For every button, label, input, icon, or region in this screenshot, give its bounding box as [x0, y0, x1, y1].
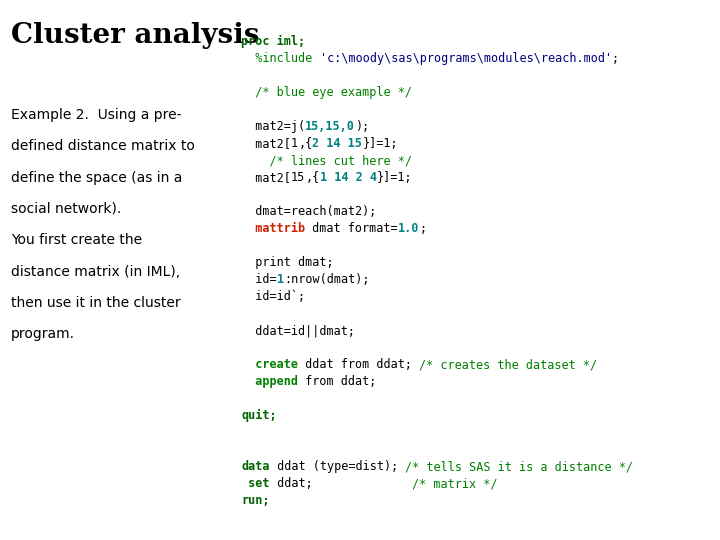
Text: ;: ;	[419, 222, 426, 235]
Text: distance matrix (in IML),: distance matrix (in IML),	[11, 265, 180, 279]
Text: );: );	[355, 120, 369, 133]
Text: then use it in the cluster: then use it in the cluster	[11, 296, 181, 310]
Text: %include: %include	[241, 52, 320, 65]
Text: proc iml;: proc iml;	[241, 35, 305, 48]
Text: 15,15,0: 15,15,0	[305, 120, 355, 133]
Text: }]=1;: }]=1;	[377, 171, 413, 184]
Text: social network).: social network).	[11, 202, 121, 216]
Text: print dmat;: print dmat;	[241, 256, 334, 269]
Text: /* creates the dataset */: /* creates the dataset */	[419, 359, 598, 372]
Text: /* tells SAS it is a distance */: /* tells SAS it is a distance */	[405, 460, 633, 474]
Text: dmat=reach(mat2);: dmat=reach(mat2);	[241, 205, 377, 218]
Text: id=: id=	[241, 273, 276, 286]
Text: run;: run;	[241, 495, 270, 508]
Text: from ddat;: from ddat;	[298, 375, 377, 388]
Text: defined distance matrix to: defined distance matrix to	[11, 139, 194, 153]
Text: You first create the: You first create the	[11, 233, 142, 247]
Text: :nrow(dmat);: :nrow(dmat);	[284, 273, 369, 286]
Text: create: create	[241, 359, 298, 372]
Text: ;: ;	[612, 52, 618, 65]
Text: 1: 1	[291, 137, 298, 150]
Text: /* blue eye example */: /* blue eye example */	[241, 86, 413, 99]
Text: 1 14 2 4: 1 14 2 4	[320, 171, 377, 184]
Text: ,{: ,{	[305, 171, 320, 184]
Text: Example 2.  Using a pre-: Example 2. Using a pre-	[11, 108, 181, 122]
Text: program.: program.	[11, 327, 75, 341]
Text: 15: 15	[291, 171, 305, 184]
Text: Cluster analysis: Cluster analysis	[11, 22, 259, 49]
Text: 2 14 15: 2 14 15	[312, 137, 362, 150]
Text: 1: 1	[276, 273, 284, 286]
Text: ddat=id||dmat;: ddat=id||dmat;	[241, 324, 355, 338]
Text: data: data	[241, 460, 270, 474]
Text: 1.0: 1.0	[398, 222, 419, 235]
Text: dmat format=: dmat format=	[305, 222, 398, 235]
Text: id=id`;: id=id`;	[241, 291, 305, 303]
Text: mat2=j(: mat2=j(	[241, 120, 305, 133]
Text: set: set	[241, 477, 270, 490]
Text: 'c:\moody\sas\programs\modules\reach.mod': 'c:\moody\sas\programs\modules\reach.mod…	[320, 52, 612, 65]
Text: mattrib: mattrib	[241, 222, 305, 235]
Text: define the space (as in a: define the space (as in a	[11, 171, 182, 185]
Text: ,{: ,{	[298, 137, 312, 150]
Text: mat2[: mat2[	[241, 171, 291, 184]
Text: quit;: quit;	[241, 409, 276, 422]
Text: append: append	[241, 375, 298, 388]
Text: ddat;: ddat;	[270, 477, 413, 490]
Text: /* lines cut here */: /* lines cut here */	[241, 154, 413, 167]
Text: mat2[: mat2[	[241, 137, 291, 150]
Text: /* matrix */: /* matrix */	[413, 477, 498, 490]
Text: }]=1;: }]=1;	[362, 137, 398, 150]
Text: ddat (type=dist);: ddat (type=dist);	[270, 460, 405, 474]
Text: ddat from ddat;: ddat from ddat;	[298, 359, 419, 372]
